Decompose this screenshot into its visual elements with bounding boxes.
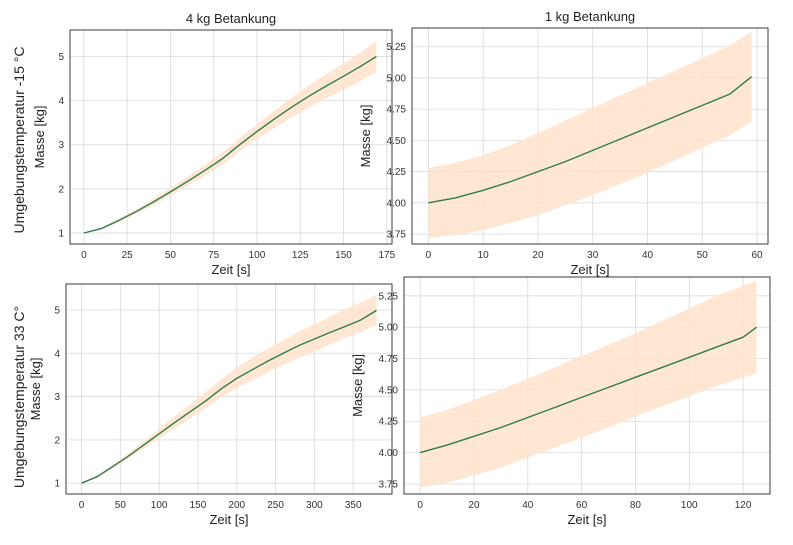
y-tick-label: 3 — [54, 392, 60, 403]
x-tick-label: 30 — [587, 250, 599, 261]
x-tick-label: 20 — [468, 500, 480, 511]
x-tick-label: 60 — [576, 500, 588, 511]
x-tick-label: 175 — [378, 250, 395, 261]
chart-panel-4kg-warm: 0 50 100 150 200 250 300 350 1 2 3 4 5 Zeit [s] Masse … — [28, 283, 393, 527]
y-tick-label: 3.75 — [387, 230, 407, 241]
confidence-band — [83, 41, 377, 233]
x-tick-label: 300 — [306, 500, 323, 511]
plot-frame — [69, 29, 393, 245]
chart-panel-1kg-warm: 0 20 40 60 80 100 120 3.75 4.00 4.25 4.50 4.75 5.00 5… — [350, 276, 771, 527]
x-tick-label: 250 — [267, 500, 284, 511]
x-tick-label: 25 — [122, 250, 134, 261]
plot-frame — [411, 27, 769, 245]
x-axis-label: Zeit [s] — [211, 262, 250, 277]
y-tick-label: 4.25 — [387, 167, 407, 178]
y-axis-label: Masse [kg] — [32, 106, 47, 169]
x-tick-label: 10 — [478, 250, 490, 261]
y-tick-label: 4.50 — [379, 385, 399, 396]
x-tick-label: 20 — [532, 250, 544, 261]
confidence-band — [420, 280, 757, 488]
y-tick-label: 4.25 — [379, 417, 399, 428]
x-tick-label: 50 — [115, 500, 127, 511]
plot-frame — [65, 283, 393, 495]
y-axis-label: Masse [kg] — [28, 358, 43, 421]
x-tick-label: 80 — [630, 500, 642, 511]
plot-frame — [403, 276, 771, 495]
y-tick-label: 4 — [58, 96, 64, 107]
y-axis-label: Masse [kg] — [358, 105, 373, 168]
x-tick-label: 60 — [751, 250, 763, 261]
x-tick-label: 0 — [426, 250, 432, 261]
y-tick-label: 4.50 — [387, 136, 407, 147]
x-tick-label: 350 — [345, 500, 362, 511]
x-tick-label: 120 — [735, 500, 752, 511]
y-tick-label: 4.75 — [387, 105, 407, 116]
y-tick-label: 3.75 — [379, 479, 399, 490]
x-tick-label: 0 — [79, 500, 85, 511]
y-tick-label: 1 — [54, 479, 60, 490]
mass-series-line — [428, 76, 753, 204]
x-tick-label: 0 — [417, 500, 423, 511]
y-tick-label: 2 — [58, 184, 64, 195]
y-tick-label: 5.25 — [387, 42, 407, 53]
x-tick-label: 125 — [292, 250, 309, 261]
y-tick-label: 4 — [54, 349, 60, 360]
x-tick-label: 150 — [190, 500, 207, 511]
x-tick-label: 40 — [642, 250, 654, 261]
y-tick-label: 5.00 — [387, 73, 407, 84]
x-axis-label: Zeit [s] — [209, 512, 248, 527]
chart-panel-4kg-cold: 0 25 50 75 100 125 150 175 1 2 3 4 5 Zeit [s] Masse [k… — [32, 11, 396, 277]
row-label-bottom: Umgebungstemperatur 33 C° — [11, 306, 27, 488]
y-tick-label: 4.00 — [387, 198, 407, 209]
y-tick-label: 4.75 — [379, 354, 399, 365]
x-tick-label: 150 — [335, 250, 352, 261]
y-tick-label: 3 — [58, 140, 64, 151]
mass-series-line — [81, 309, 377, 484]
y-tick-label: 5 — [58, 52, 64, 63]
row-label-top: Umgebungstemperatur -15 °C — [11, 47, 27, 234]
x-tick-label: 100 — [249, 250, 266, 261]
y-tick-label: 5 — [54, 305, 60, 316]
y-tick-label: 5.00 — [379, 323, 399, 334]
x-tick-label: 100 — [681, 500, 698, 511]
x-axis-label: Zeit [s] — [570, 262, 609, 277]
y-axis-label: Masse [kg] — [350, 354, 365, 417]
mass-series-line — [83, 55, 377, 234]
x-axis-label: Zeit [s] — [567, 512, 606, 527]
y-tick-label: 2 — [54, 435, 60, 446]
x-tick-label: 50 — [697, 250, 709, 261]
x-tick-label: 0 — [81, 250, 87, 261]
y-tick-label: 4.00 — [379, 448, 399, 459]
x-tick-label: 75 — [208, 250, 220, 261]
confidence-band — [81, 294, 377, 484]
y-tick-label: 5.25 — [379, 291, 399, 302]
y-tick-label: 1 — [58, 228, 64, 239]
x-tick-label: 40 — [522, 500, 534, 511]
chart-title: 1 kg Betankung — [545, 9, 635, 24]
mass-series-line — [419, 326, 757, 454]
x-tick-label: 200 — [228, 500, 245, 511]
x-tick-label: 100 — [151, 500, 168, 511]
chart-title: 4 kg Betankung — [186, 11, 276, 26]
confidence-band — [428, 31, 752, 238]
chart-panel-1kg-cold: 0 10 20 30 40 50 60 3.75 4.00 4.25 4.50 4.75 5.00 5.2… — [358, 9, 769, 277]
x-tick-label: 50 — [165, 250, 177, 261]
